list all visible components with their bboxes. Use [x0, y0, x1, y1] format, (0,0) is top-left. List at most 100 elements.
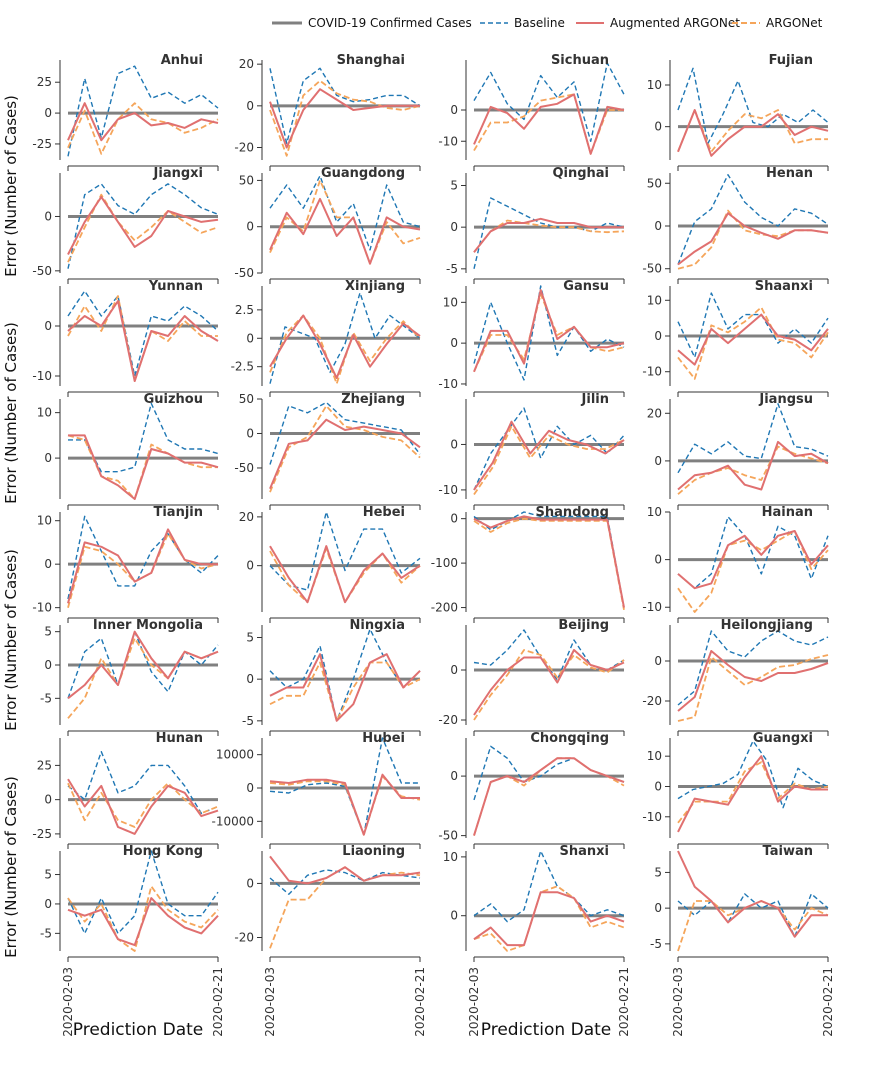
baseline-line: [677, 740, 829, 809]
y-tick-label: 10: [647, 293, 662, 307]
argonet-line: [67, 295, 218, 382]
augmented-argonet-line: [67, 778, 219, 835]
y-tick-label: -5: [446, 262, 458, 276]
panel-title: Shandong: [536, 505, 609, 520]
y-tick-label: 5: [246, 631, 254, 645]
argonet-line: [269, 866, 421, 949]
x-tick-label-start: 2020-02-03: [61, 967, 75, 1037]
augmented-argonet-line: [68, 434, 219, 500]
augmented-argonet-line: [67, 630, 219, 700]
panel-title: Gansu: [563, 279, 609, 294]
y-tick-label: -5: [40, 926, 52, 940]
panel-title: Jiangxi: [153, 166, 203, 181]
y-tick-label: 0: [44, 658, 52, 672]
y-tick-label: -50: [234, 266, 254, 280]
argonet-line: [269, 404, 421, 493]
baseline-line: [269, 175, 421, 251]
y-tick-label: 20: [239, 57, 254, 71]
panel-title: Sichuan: [551, 53, 609, 68]
y-axis-label-2: Error (Number of Cases): [2, 322, 20, 504]
y-tick-label: 0: [654, 120, 662, 134]
y-tick-label: -50: [32, 264, 52, 278]
panel-chongqing: -50 0 Chongqing: [438, 731, 625, 849]
y-tick-label: 25: [37, 758, 52, 772]
panel-inner-mongolia: -5 0 5 Inner Mongolia: [40, 618, 219, 736]
argonet-line: [677, 761, 829, 824]
panel-hong-kong: -5 0 5 Hong Kong 2020-02-03 2020-02-21: [40, 844, 225, 1037]
y-tick-label: 20: [647, 406, 662, 420]
augmented-argonet-line: [473, 289, 625, 373]
augmented-argonet-line: [269, 855, 421, 885]
augmented-argonet-line: [473, 217, 624, 253]
argonet-line: [269, 179, 421, 265]
panel-title: Shanghai: [337, 53, 405, 68]
panel-gansu: -10 0 10 Gansu: [438, 279, 625, 397]
y-tick-label: 10: [443, 295, 458, 309]
x-tick-label-start: 2020-02-03: [671, 967, 685, 1037]
baseline-line: [269, 292, 421, 384]
y-tick-label: -25: [32, 137, 52, 151]
y-tick-label: 0: [44, 106, 52, 120]
panel-jilin: -10 0 Jilin: [438, 392, 625, 510]
baseline-line: [677, 173, 829, 265]
augmented-argonet-line: [269, 653, 421, 722]
panel-title: Jilin: [581, 392, 609, 407]
augmented-argonet-line: [677, 440, 829, 491]
baseline-line: [68, 402, 219, 473]
panel-sichuan: -10 0 Sichuan: [438, 53, 625, 171]
y-tick-label: 50: [239, 173, 254, 187]
y-tick-label: 20: [239, 510, 254, 524]
y-tick-label: 0: [450, 103, 458, 117]
panel-title: Inner Mongolia: [93, 618, 203, 633]
argonet-line: [473, 293, 625, 373]
panel-yunnan: -10 0 Yunnan: [32, 279, 219, 397]
panel-title: Liaoning: [342, 844, 405, 859]
y-tick-label: 10: [647, 505, 662, 519]
y-tick-label: 10: [647, 78, 662, 92]
augmented-argonet-line: [269, 197, 421, 265]
y-tick-label: 0: [450, 769, 458, 783]
y-tick-label: 10: [37, 514, 52, 528]
y-tick-label: 0: [450, 336, 458, 350]
y-tick-label: 10: [37, 406, 52, 420]
panel-title: Guizhou: [144, 392, 203, 407]
panel-tianjin: -10 0 10 Tianjin: [32, 505, 219, 623]
panel-guangxi: -10 0 10 Guangxi: [642, 731, 829, 849]
baseline-line: [67, 850, 219, 935]
baseline-line: [677, 403, 829, 474]
y-tick-label: 5: [44, 625, 52, 639]
y-tick-label: -10: [438, 134, 458, 148]
panel-title: Beijing: [558, 618, 609, 633]
y-tick-label: 0: [450, 437, 458, 451]
panel-shanghai: -20 0 20 Shanghai: [234, 53, 421, 171]
augmented-argonet-line: [269, 773, 420, 836]
augmented-argonet-line: [269, 88, 420, 149]
panel-guizhou: 0 10 Guizhou: [37, 392, 219, 510]
legend-augmented-label: Augmented ARGONet: [610, 16, 740, 30]
panel-title: Ningxia: [349, 618, 405, 633]
argonet-line: [269, 547, 421, 604]
y-tick-label: 0: [246, 426, 254, 440]
y-tick-label: 0: [44, 451, 52, 465]
augmented-argonet-line: [473, 649, 625, 716]
argonet-line: [473, 757, 625, 836]
panel-title: Taiwan: [763, 844, 813, 859]
baseline-line: [473, 407, 625, 491]
argonet-line: [473, 517, 625, 610]
augmented-argonet-line: [677, 650, 829, 712]
legend-argonet-label: ARGONet: [766, 16, 823, 30]
legend-confirmed-label: COVID-19 Confirmed Cases: [308, 16, 472, 30]
y-tick-label: 0: [246, 672, 254, 686]
y-tick-label: 5: [450, 179, 458, 193]
baseline-line: [473, 629, 625, 681]
y-tick-label: 0: [654, 779, 662, 793]
augmented-argonet-line: [67, 300, 219, 382]
y-tick-label: -10: [438, 377, 458, 391]
y-tick-label: -10: [642, 810, 662, 824]
panel-shaanxi: -10 0 10 Shaanxi: [642, 279, 829, 397]
panel-title: Zhejiang: [341, 392, 405, 407]
baseline-line: [269, 869, 421, 895]
panel-title: Henan: [766, 166, 813, 181]
y-tick-label: -10: [642, 365, 662, 379]
